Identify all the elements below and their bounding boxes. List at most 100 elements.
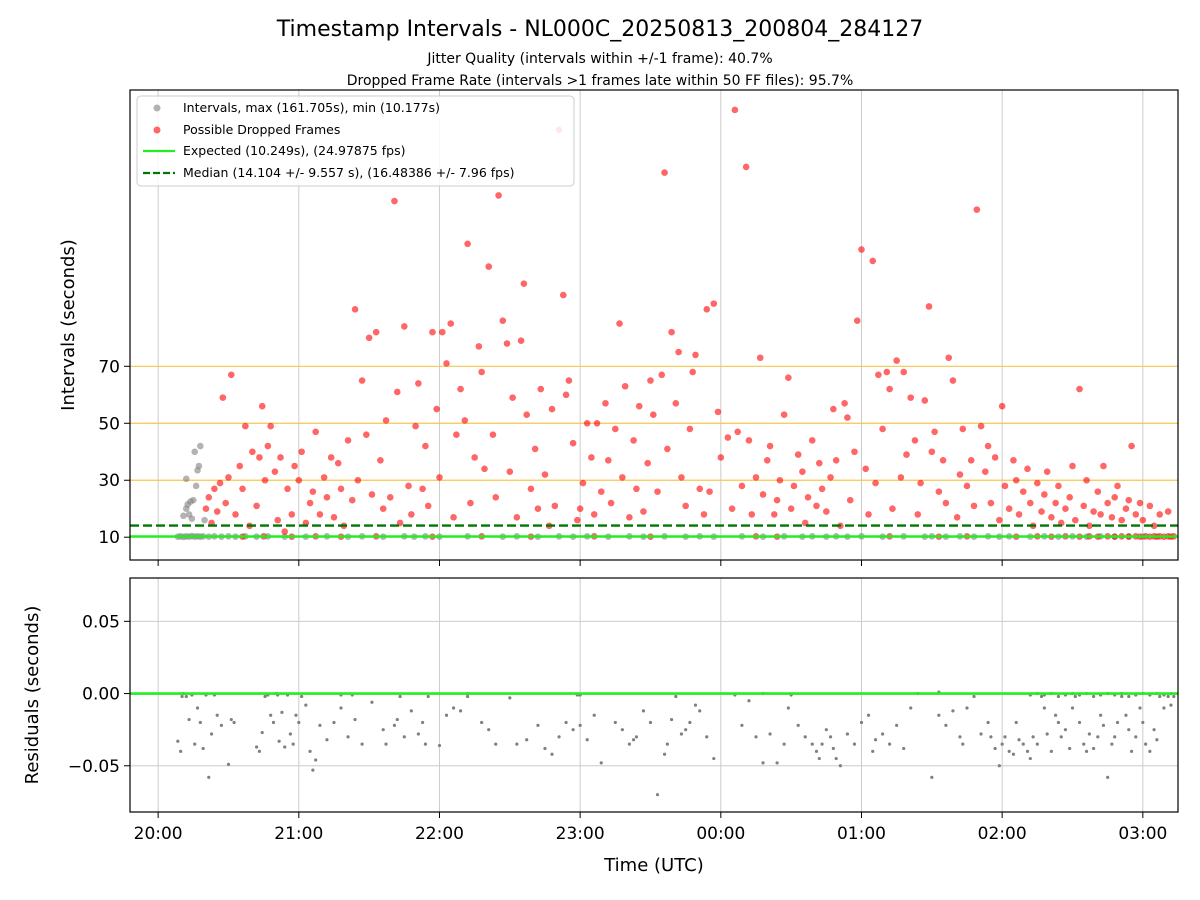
dropped-frame-point — [271, 468, 279, 475]
dropped-frame-point — [1015, 511, 1023, 518]
dropped-frame-point — [752, 474, 760, 481]
residual-point — [873, 738, 878, 742]
dropped-frame-point — [686, 425, 694, 433]
residual-point — [1084, 749, 1089, 753]
dropped-frame-point — [453, 431, 460, 438]
legend-marker-dropped — [153, 126, 161, 134]
interval-point — [197, 442, 204, 450]
dropped-frame-point — [506, 468, 514, 475]
dropped-frame-point — [706, 488, 713, 495]
dropped-frame-point — [635, 402, 643, 410]
dropped-frame-point — [1104, 499, 1111, 507]
residual-point — [1021, 742, 1025, 746]
dropped-frame-point — [875, 371, 882, 379]
residual-point — [578, 723, 582, 727]
residual-point — [332, 720, 336, 725]
residual-point — [263, 694, 267, 699]
dropped-frame-point — [621, 382, 629, 390]
dropped-frame-point — [358, 377, 366, 384]
dropped-frame-point — [320, 474, 328, 481]
legend-label-dropped: Possible Dropped Frames — [183, 122, 340, 137]
dropped-frame-point — [672, 400, 680, 407]
dropped-frame-point — [443, 360, 450, 367]
residual-point — [232, 720, 236, 725]
dropped-frame-point — [298, 448, 305, 456]
residual-point — [1003, 735, 1007, 739]
dropped-frame-point — [844, 414, 851, 421]
dropped-frame-point — [365, 334, 373, 342]
residual-point — [280, 710, 284, 714]
dropped-frame-point — [401, 323, 408, 330]
dropped-frame-point — [692, 351, 699, 359]
residual-point — [260, 730, 264, 735]
dropped-frame-point — [604, 457, 612, 464]
residual-point — [674, 694, 678, 699]
dropped-frame-point — [903, 451, 910, 458]
residual-point — [283, 745, 287, 749]
dropped-frame-point — [869, 257, 877, 265]
residual-point — [824, 728, 828, 732]
residual-point — [620, 728, 624, 732]
dropped-frame-point — [858, 246, 865, 253]
residual-point — [508, 696, 512, 700]
residual-point — [346, 735, 350, 739]
chart-title: Timestamp Intervals - NL000C_20250813_20… — [276, 17, 923, 42]
residual-point — [226, 762, 231, 766]
dropped-frame-point — [590, 511, 598, 518]
dropped-frame-point — [827, 474, 834, 481]
residual-point — [1011, 752, 1016, 756]
residual-point — [1068, 746, 1072, 751]
dropped-frame-point — [696, 485, 704, 493]
dropped-frame-point — [306, 499, 314, 507]
dropped-frame-point — [766, 442, 774, 450]
dropped-frame-point — [261, 476, 269, 484]
dropped-frame-point — [351, 306, 359, 313]
dropped-frame-point — [520, 280, 528, 287]
dropped-frame-point — [447, 320, 455, 327]
dropped-frame-point — [1164, 508, 1172, 515]
dropped-frame-point — [242, 422, 249, 430]
residual-point — [255, 745, 259, 749]
dropped-frame-point — [1062, 505, 1069, 513]
residual-point — [613, 720, 617, 725]
dropped-frame-point — [956, 471, 964, 478]
dropped-frame-point — [534, 505, 542, 513]
dropped-frame-point — [393, 388, 401, 396]
dropped-frame-point — [1080, 502, 1088, 510]
residual-point — [684, 728, 688, 732]
residual-point — [360, 742, 364, 746]
residual-point — [297, 720, 301, 725]
dropped-frame-point — [202, 505, 210, 513]
residual-point — [740, 723, 744, 727]
residual-point — [951, 709, 955, 713]
dropped-frame-point — [517, 337, 525, 344]
residual-point — [1134, 735, 1138, 739]
dropped-frame-point — [703, 306, 711, 313]
dropped-frame-point — [900, 368, 907, 376]
residual-point — [1113, 735, 1117, 739]
dropped-frame-point — [309, 488, 317, 495]
dropped-frame-point — [264, 442, 272, 450]
residual-point — [384, 742, 388, 746]
dropped-frame-point — [334, 459, 342, 467]
residual-point — [592, 713, 596, 717]
residual-point — [1152, 728, 1156, 732]
dropped-frame-point — [748, 511, 756, 518]
dropped-frame-point — [213, 508, 221, 515]
dropped-frame-point — [977, 422, 985, 430]
residual-point — [814, 749, 819, 753]
residual-point — [353, 717, 357, 722]
dropped-frame-point — [658, 371, 666, 379]
dropped-frame-point — [911, 437, 919, 444]
residual-point — [1073, 694, 1077, 699]
dropped-frame-point — [984, 442, 992, 450]
dropped-frame-point — [579, 479, 587, 487]
residual-point — [965, 706, 969, 710]
residual-point — [817, 756, 821, 761]
interval-point — [191, 448, 199, 456]
dropped-frame-point — [700, 511, 708, 518]
interval-point — [192, 482, 200, 490]
dropped-frame-point — [478, 368, 485, 376]
x-tick-label: 00:00 — [696, 824, 745, 844]
residual-point — [209, 732, 214, 736]
